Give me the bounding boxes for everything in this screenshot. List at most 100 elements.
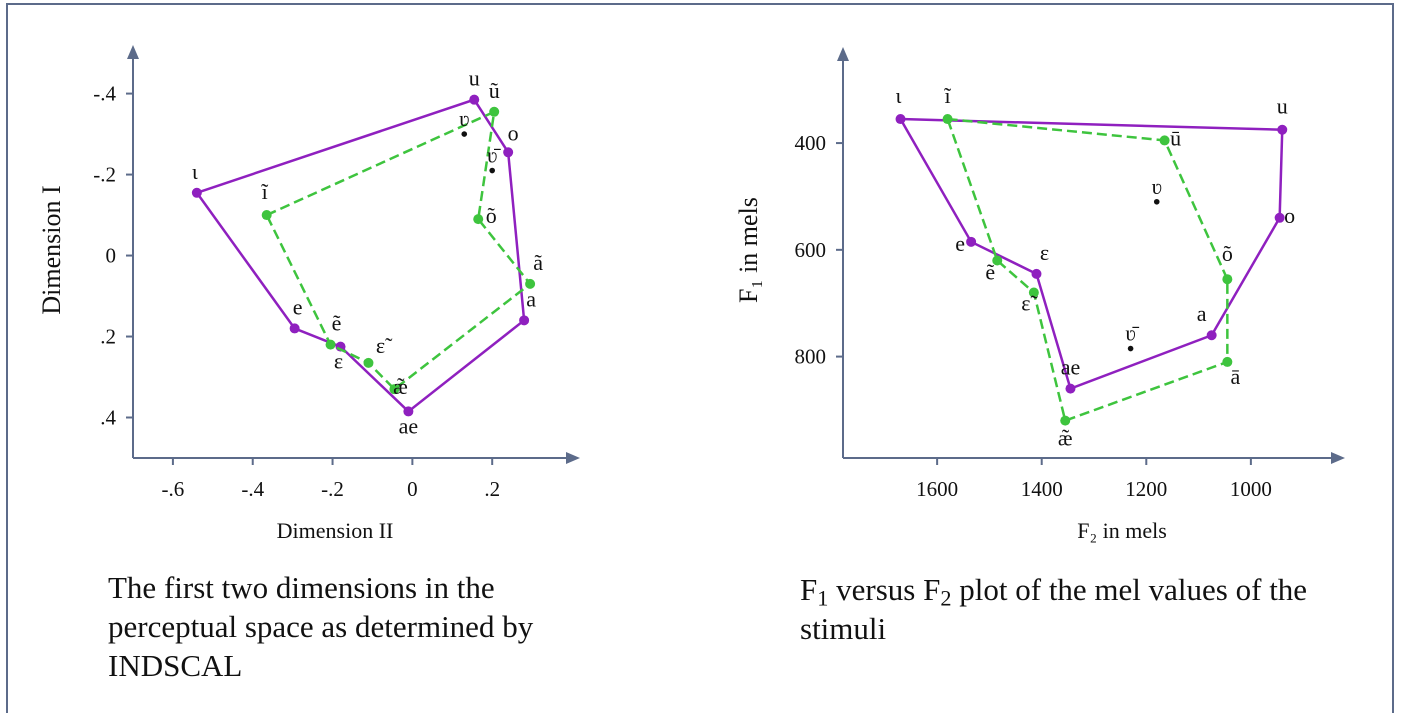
- nasal-vowel-point: [942, 114, 953, 125]
- nasal-vowel-label: ā: [1230, 364, 1240, 389]
- caption-right-f: F: [800, 572, 818, 607]
- nasal-vowel-point: [363, 357, 374, 368]
- chart-perceptual-space: -.6 -.4 -.2 0 .2 -.4 -.2 0 .2 .4 Dimension II Dimen…: [37, 45, 580, 543]
- extra-point: [1127, 345, 1134, 352]
- nasal-vowel-point: [525, 278, 536, 289]
- extra-point-label: ʋ: [1152, 174, 1162, 199]
- oral-vowel-label: a: [526, 286, 536, 311]
- oral-vowel-label: ε: [1040, 240, 1049, 265]
- extra-point-label: ʋ: [459, 106, 469, 131]
- nasal-vowel-label: ũ: [489, 78, 500, 103]
- y-tick-label: -.4: [93, 82, 116, 106]
- oral-vowel-label: ae: [399, 413, 419, 438]
- oral-vowel-polygon: [194, 98, 526, 414]
- nasal-vowel-point: [473, 214, 484, 225]
- oral-vowel-point: [289, 323, 300, 334]
- x-tick-label: 1400: [1021, 477, 1063, 501]
- extra-point: [461, 131, 468, 137]
- nasal-vowel-label: ε̃: [376, 333, 393, 358]
- nasal-vowel-point: [1159, 135, 1170, 146]
- y-tick-label: 600: [795, 238, 827, 262]
- nasal-vowel-point: [389, 384, 400, 395]
- nasal-vowel-point: [1222, 356, 1233, 367]
- nasal-vowel-polygon: [945, 117, 1229, 423]
- nasal-vowel-label: ẽ: [332, 311, 342, 336]
- y-tick-label: .4: [100, 406, 116, 430]
- caption-left: The first two dimensions in the perceptu…: [108, 570, 534, 683]
- caption-right: F1 versus F2 plot of the mel values of t…: [800, 570, 1400, 648]
- nasal-vowel-label: õ: [1222, 241, 1233, 266]
- y-axis-arrow: [837, 47, 849, 61]
- oral-vowel-point: [966, 236, 977, 247]
- caption-right-sub2: 2: [940, 585, 952, 611]
- y-tick-label: -.2: [93, 163, 116, 187]
- x-tick-label: 1000: [1230, 477, 1272, 501]
- oral-vowel-label: e: [955, 231, 965, 256]
- y-axis-label: F₁ in mels: [734, 197, 763, 303]
- nasal-vowel-label: ã: [533, 250, 543, 275]
- nasal-vowel-polygon: [265, 109, 532, 391]
- oral-vowel-point: [1206, 330, 1217, 341]
- oral-vowel-point: [1277, 124, 1288, 135]
- oral-vowel-label: ι: [192, 159, 198, 184]
- y-tick-label: 800: [795, 345, 827, 369]
- oral-vowel-point: [191, 187, 202, 198]
- extra-point: [489, 167, 495, 174]
- nasal-vowel-point: [261, 210, 272, 221]
- x-tick-label: -.4: [241, 477, 264, 501]
- caption-right-sub1: 1: [817, 585, 829, 611]
- nasal-vowel-label: æ̃: [393, 374, 408, 399]
- extra-point-label: ʋ̄: [1125, 321, 1139, 346]
- nasal-vowel-point: [325, 339, 336, 350]
- oral-vowel-label: e: [293, 294, 303, 319]
- nasal-vowel-label: æ̃: [1058, 426, 1073, 451]
- oral-vowel-label: o: [508, 120, 519, 145]
- y-axis-arrow: [127, 45, 139, 59]
- nasal-vowel-label: ẽ: [985, 260, 995, 285]
- figure-border: [6, 3, 1394, 713]
- x-axis-arrow: [566, 452, 580, 464]
- x-tick-label: 1600: [916, 477, 958, 501]
- oral-vowel-point: [1065, 383, 1076, 394]
- nasal-vowel-point: [992, 255, 1003, 266]
- caption-right-end: plot of the mel values of the stimuli: [800, 572, 1308, 646]
- nasal-vowel-label: ū: [1170, 125, 1181, 150]
- y-axis-label: Dimension I: [37, 185, 66, 314]
- oral-vowel-label: ae: [1061, 355, 1081, 380]
- x-axis-label: Dimension II: [277, 518, 394, 543]
- nasal-vowel-label: õ: [486, 203, 497, 228]
- extra-point: [1153, 198, 1160, 205]
- oral-vowel-point: [503, 147, 514, 158]
- oral-vowel-label: ι: [896, 83, 902, 108]
- oral-vowel-point: [403, 406, 414, 417]
- nasal-vowel-label: ĩ: [944, 83, 952, 108]
- x-tick-label: -.2: [321, 477, 344, 501]
- oral-vowel-label: a: [1197, 301, 1207, 326]
- chart-f1-f2-mels: 1600 1400 1200 1000 400 600 800 F₂ in mels F₁ in…: [734, 47, 1345, 543]
- nasal-vowel-point: [1028, 287, 1039, 298]
- x-tick-label: 0: [407, 477, 418, 501]
- extra-point-label: ʋ̄: [487, 143, 501, 168]
- nasal-vowel-point: [1060, 415, 1071, 426]
- nasal-vowel-point: [1222, 274, 1233, 285]
- oral-vowel-point: [519, 315, 530, 326]
- oral-vowel-point: [469, 94, 480, 105]
- oral-vowel-polygon: [898, 117, 1284, 391]
- oral-vowel-label: o: [1284, 203, 1295, 228]
- x-tick-label: -.6: [162, 477, 185, 501]
- caption-right-mid: versus F: [828, 572, 941, 607]
- x-axis-arrow: [1331, 452, 1345, 464]
- oral-vowel-point: [1274, 212, 1285, 223]
- oral-vowel-label: ε: [334, 349, 343, 374]
- x-tick-label: 1200: [1125, 477, 1167, 501]
- y-tick-label: .2: [100, 325, 116, 349]
- y-tick-label: 400: [795, 131, 827, 155]
- oral-vowel-point: [1031, 268, 1042, 279]
- oral-vowel-label: u: [1277, 94, 1288, 119]
- x-tick-label: .2: [484, 477, 500, 501]
- oral-vowel-point: [895, 114, 906, 125]
- nasal-vowel-point: [489, 106, 500, 117]
- y-tick-label: 0: [106, 244, 117, 268]
- oral-vowel-label: u: [469, 66, 480, 91]
